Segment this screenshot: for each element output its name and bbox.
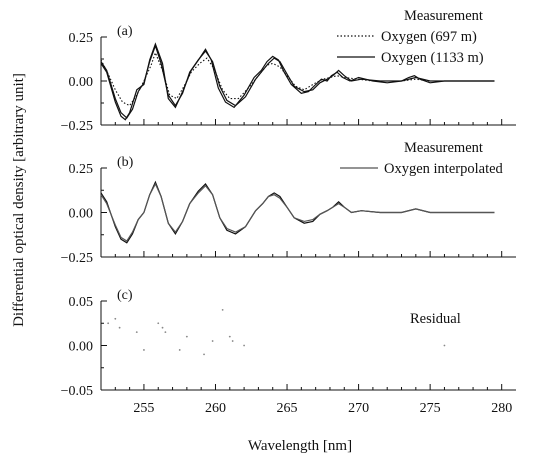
x-tick-label: 265 — [277, 401, 298, 416]
y-tick-label: 0.25 — [69, 162, 94, 177]
chart-panels: 0.25 0.00 −0.25 (a) Measurement Oxygen (697 m… — [61, 8, 516, 416]
residual-point — [114, 317, 117, 320]
y-tick-label: 0.00 — [69, 207, 94, 222]
panel-3: 0.05 0.00 −0.05 255 260 265 270 275 280 (c) Residu… — [61, 288, 516, 416]
y-tick-label: 0.00 — [69, 340, 94, 355]
residual-point — [178, 349, 181, 351]
legend-entry: Oxygen (1133 m) — [381, 50, 484, 66]
y-axis-title: Differential optical density [arbitrary … — [11, 73, 27, 327]
residual-point — [157, 322, 160, 325]
panel-1: 0.25 0.00 −0.25 (a) Measurement Oxygen (697 m… — [61, 8, 516, 134]
residual-point — [443, 344, 446, 347]
residual-point — [143, 349, 145, 351]
y-tick-label: −0.05 — [61, 384, 93, 399]
residual-point — [107, 322, 110, 325]
legend-entry: Oxygen (697 m) — [381, 29, 477, 45]
residual-point — [228, 335, 231, 338]
panel-2: 0.25 0.00 −0.25 (b) Measurement Oxygen interp… — [61, 140, 516, 266]
residual-point — [211, 340, 214, 342]
panel-label: (b) — [117, 155, 134, 170]
series-line-3 — [100, 43, 495, 119]
x-tick-label: 275 — [420, 401, 441, 416]
residual-point — [118, 326, 121, 329]
panel-label: (c) — [117, 288, 133, 303]
legend-entry: Oxygen interpolated — [384, 161, 504, 177]
x-tick-label: 260 — [205, 401, 226, 416]
legend-entry: Measurement — [404, 8, 483, 24]
x-tick-label: 255 — [133, 401, 154, 416]
x-axis-title: Wavelength [nm] — [248, 438, 352, 454]
residual-point — [243, 344, 246, 347]
y-tick-label: −0.25 — [61, 119, 93, 134]
y-tick-label: 0.05 — [69, 295, 94, 310]
residual-point — [231, 340, 234, 342]
residual-point — [161, 326, 164, 329]
legend-entry: Residual — [410, 311, 461, 327]
x-tick-label: 270 — [348, 401, 369, 416]
x-tick-label: 280 — [491, 401, 512, 416]
series-line-2 — [100, 182, 495, 242]
y-tick-label: −0.25 — [61, 251, 93, 266]
residual-point — [203, 353, 205, 356]
panel-label: (a) — [117, 24, 133, 39]
residual-point — [185, 335, 188, 338]
y-tick-label: 0.00 — [69, 75, 94, 90]
y-tick-label: 0.25 — [69, 31, 94, 46]
legend-entry: Measurement — [404, 140, 483, 156]
residual-point — [135, 331, 138, 334]
residual-point — [221, 309, 224, 311]
residual-point — [164, 331, 167, 334]
